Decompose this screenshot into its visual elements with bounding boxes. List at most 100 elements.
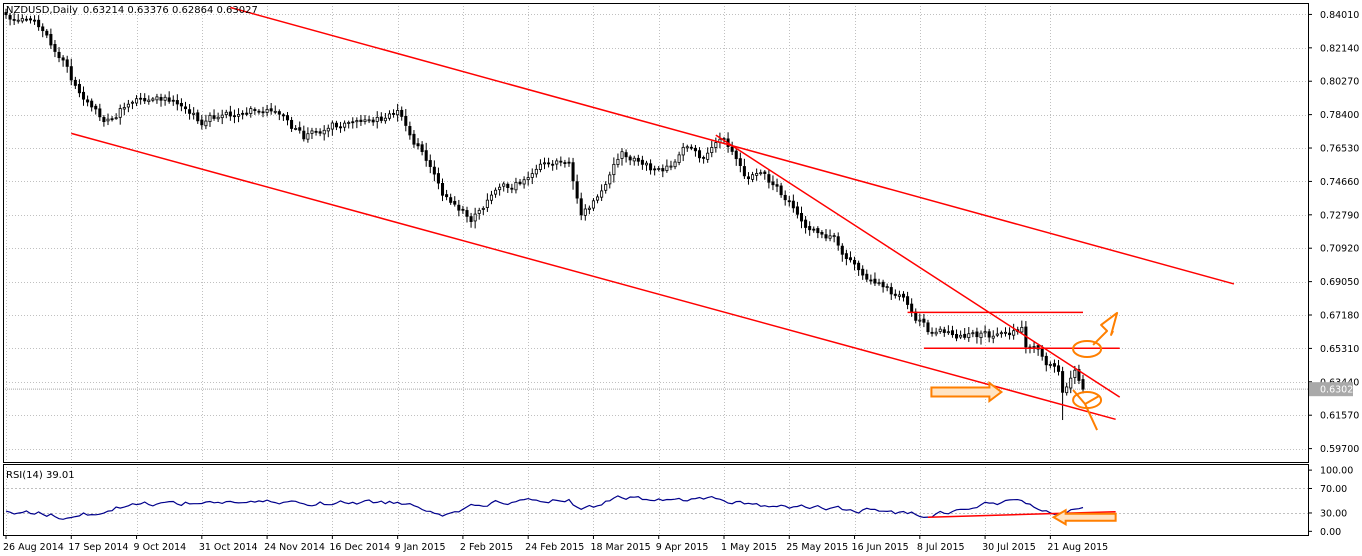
rsi-pane-frame [3, 464, 1309, 536]
bull-candle [1048, 363, 1052, 366]
bull-candle [204, 120, 208, 127]
price-tick-label: 0.61570 [1320, 411, 1359, 422]
bear-candle [922, 318, 926, 323]
bull-candle [387, 113, 391, 119]
bear-candle [200, 119, 204, 126]
bear-candle [881, 281, 885, 288]
time-tick-label: 26 Aug 2014 [3, 542, 64, 553]
bull-candle [355, 120, 359, 123]
bear-candle [820, 231, 824, 235]
time-tick-label: 8 Jul 2015 [917, 542, 965, 553]
time-tick-label: 17 Sep 2014 [68, 542, 128, 553]
bull-candle [16, 19, 20, 22]
bull-candle [587, 207, 591, 210]
price-tick-label: 0.65310 [1320, 344, 1359, 355]
price-tick-label: 0.82140 [1320, 43, 1359, 54]
bear-candle [404, 115, 408, 126]
time-tick-label: 18 Mar 2015 [590, 542, 650, 553]
time-tick-label: 31 Oct 2014 [199, 542, 258, 553]
bull-candle [494, 189, 498, 195]
price-tick-label: 0.72790 [1320, 210, 1359, 221]
price-tick-label: 0.69050 [1320, 277, 1359, 288]
bear-candle [86, 99, 90, 103]
trendlines [71, 6, 1235, 421]
bear-candle [559, 160, 563, 163]
bear-candle [445, 194, 449, 198]
bear-candle [416, 143, 420, 147]
bear-candle [98, 108, 102, 118]
bull-candle [367, 119, 371, 122]
bear-candle [930, 331, 934, 334]
bull-candle [477, 209, 481, 214]
bull-candle [669, 165, 673, 168]
bear-candle [334, 122, 338, 128]
rsi-arrow-annotation [1051, 508, 1117, 526]
bull-candle [147, 99, 151, 102]
bear-candle [110, 118, 114, 121]
time-tick-label: 16 Dec 2014 [329, 542, 390, 553]
bull-candle [608, 174, 612, 185]
bear-candle [579, 198, 583, 216]
bull-candle [273, 110, 277, 113]
bull-candle [665, 165, 669, 171]
bull-candle [135, 98, 139, 104]
bear-candle [257, 110, 261, 113]
ohlc-values: 0.63214 0.63376 0.62864 0.63027 [83, 5, 258, 16]
bear-candle [689, 146, 693, 149]
bear-candle [906, 296, 910, 305]
bear-candle [261, 111, 265, 114]
pointer-annotation [1072, 389, 1100, 431]
bear-candle [636, 157, 640, 162]
bear-candle [742, 166, 746, 177]
bear-candle [57, 51, 61, 59]
bear-candle [746, 176, 750, 180]
bear-candle [449, 197, 453, 203]
bull-candle [596, 196, 600, 201]
bull-candle [514, 181, 518, 191]
bear-candle [53, 44, 57, 52]
bear-candle [351, 121, 355, 124]
time-tick-label: 16 Jun 2015 [852, 542, 909, 553]
price-tick-label: 0.67180 [1320, 311, 1359, 322]
bear-candle [1052, 363, 1056, 367]
bull-candle [383, 117, 387, 122]
bull-candle [310, 130, 314, 134]
bear-candle [893, 293, 897, 296]
bear-candle [461, 208, 465, 211]
bear-candle [212, 115, 216, 119]
bear-candle [65, 59, 69, 67]
bear-candle [783, 194, 787, 201]
bull-candle [122, 107, 126, 110]
bull-candle [877, 282, 881, 285]
bear-candle [844, 253, 848, 260]
bear-candle [302, 130, 306, 140]
pointer-annotation [1092, 311, 1119, 346]
bull-candle [673, 161, 677, 168]
bear-candle [551, 163, 555, 166]
bear-candle [1057, 365, 1061, 372]
bull-candle [530, 173, 534, 178]
last-price-tag-label: 0.63027 [1320, 385, 1359, 396]
trendline [715, 134, 1121, 398]
bear-candle [196, 112, 200, 122]
bull-candle [375, 116, 379, 122]
bear-candle [547, 162, 551, 165]
last-price-tag: 0.63027 [1309, 382, 1359, 397]
bear-candle [812, 228, 816, 231]
bull-candle [265, 109, 269, 113]
bear-candle [624, 152, 628, 158]
time-axis: 26 Aug 2014 17 Sep 2014 9 Oct 2014 31 Oct 2… [3, 535, 1108, 553]
bear-candle [90, 100, 94, 108]
bear-candle [563, 162, 567, 164]
bull-candle [322, 129, 326, 135]
bull-candle [934, 331, 938, 335]
bear-candle [37, 19, 41, 28]
bear-candle [175, 100, 179, 105]
bear-candle [188, 109, 192, 114]
bull-candle [828, 235, 832, 239]
bull-candle [604, 184, 608, 191]
bear-candle [1077, 369, 1081, 381]
bull-candle [220, 114, 224, 119]
